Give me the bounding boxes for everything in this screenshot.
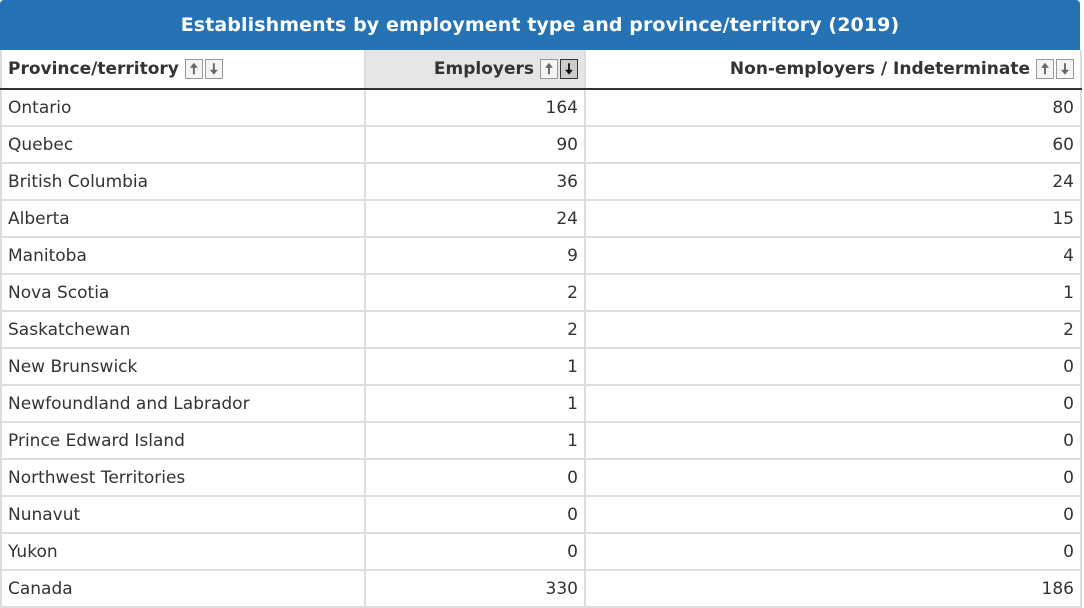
province-cell: New Brunswick: [0, 347, 366, 386]
province-cell: Nunavut: [0, 495, 366, 534]
nonemployers-cell: 0: [584, 347, 1082, 386]
nonemployers-cell: 2: [584, 310, 1082, 349]
employers-cell: 90: [364, 125, 586, 164]
table-row: Quebec 90 60: [0, 125, 1082, 164]
employers-cell: 0: [364, 458, 586, 497]
nonemployers-cell: 186: [584, 569, 1082, 608]
column-header-province[interactable]: Province/territory 🠅 🠇: [0, 50, 366, 90]
province-cell: Alberta: [0, 199, 366, 238]
table-row: Nunavut 0 0: [0, 495, 1082, 534]
province-cell: Nova Scotia: [0, 273, 366, 312]
table-row: Manitoba 9 4: [0, 236, 1082, 275]
nonemployers-cell: 0: [584, 421, 1082, 460]
column-header-nonemployers-label: Non-employers / Indeterminate: [729, 59, 1030, 79]
nonemployers-cell: 0: [584, 495, 1082, 534]
province-cell: Ontario: [0, 88, 366, 127]
sort-descending-icon[interactable]: 🠇: [1056, 59, 1074, 79]
employers-cell: 1: [364, 347, 586, 386]
sort-descending-icon[interactable]: 🠇: [204, 59, 223, 79]
sort-ascending-icon[interactable]: 🠅: [184, 59, 203, 79]
nonemployers-cell: 0: [584, 532, 1082, 571]
column-header-province-label: Province/territory: [8, 59, 179, 79]
table-row: Alberta 24 15: [0, 199, 1082, 238]
employers-cell: 2: [364, 273, 586, 312]
table-row-total: Canada 330 186: [0, 569, 1082, 608]
province-cell: Saskatchewan: [0, 310, 366, 349]
employers-cell: 0: [364, 495, 586, 534]
column-header-employers-label: Employers: [433, 59, 534, 79]
column-header-nonemployers[interactable]: Non-employers / Indeterminate 🠅 🠇: [584, 50, 1082, 90]
province-cell: Canada: [0, 569, 366, 608]
employers-cell: 36: [364, 162, 586, 201]
table-title: Establishments by employment type and pr…: [0, 0, 1080, 50]
employers-cell: 1: [364, 421, 586, 460]
employers-cell: 330: [364, 569, 586, 608]
nonemployers-cell: 0: [584, 384, 1082, 423]
employers-cell: 1: [364, 384, 586, 423]
table-row: Northwest Territories 0 0: [0, 458, 1082, 497]
table-row: Prince Edward Island 1 0: [0, 421, 1082, 460]
province-cell: Quebec: [0, 125, 366, 164]
table-row: Ontario 164 80: [0, 88, 1082, 127]
data-table: Province/territory 🠅 🠇 Employers 🠅 🠇: [0, 50, 1082, 608]
employers-cell: 2: [364, 310, 586, 349]
table-row: Saskatchewan 2 2: [0, 310, 1082, 349]
province-cell: British Columbia: [0, 162, 366, 201]
sort-ascending-icon[interactable]: 🠅: [1036, 59, 1054, 79]
column-header-employers[interactable]: Employers 🠅 🠇: [364, 50, 586, 90]
table-row: British Columbia 36 24: [0, 162, 1082, 201]
table-row: Nova Scotia 2 1: [0, 273, 1082, 312]
province-cell: Newfoundland and Labrador: [0, 384, 366, 423]
province-cell: Northwest Territories: [0, 458, 366, 497]
table-row: Yukon 0 0: [0, 532, 1082, 571]
nonemployers-cell: 4: [584, 236, 1082, 275]
header-row: Province/territory 🠅 🠇 Employers 🠅 🠇: [0, 50, 1082, 90]
nonemployers-cell: 1: [584, 273, 1082, 312]
nonemployers-cell: 80: [584, 88, 1082, 127]
sort-ascending-icon[interactable]: 🠅: [540, 59, 558, 79]
employers-cell: 24: [364, 199, 586, 238]
nonemployers-cell: 24: [584, 162, 1082, 201]
employers-cell: 0: [364, 532, 586, 571]
nonemployers-cell: 15: [584, 199, 1082, 238]
province-cell: Prince Edward Island: [0, 421, 366, 460]
nonemployers-cell: 60: [584, 125, 1082, 164]
employers-cell: 164: [364, 88, 586, 127]
province-cell: Yukon: [0, 532, 366, 571]
table-row: Newfoundland and Labrador 1 0: [0, 384, 1082, 423]
table-row: New Brunswick 1 0: [0, 347, 1082, 386]
employers-cell: 9: [364, 236, 586, 275]
nonemployers-cell: 0: [584, 458, 1082, 497]
province-cell: Manitoba: [0, 236, 366, 275]
sort-descending-icon[interactable]: 🠇: [560, 59, 578, 79]
